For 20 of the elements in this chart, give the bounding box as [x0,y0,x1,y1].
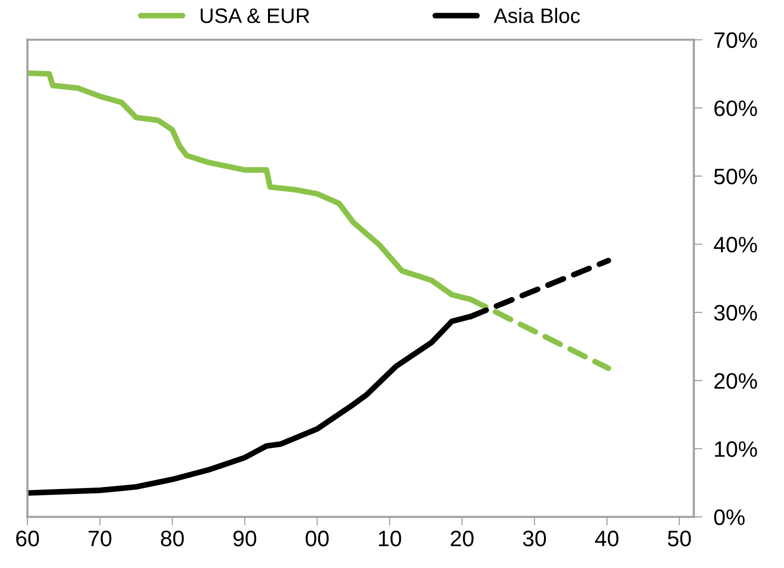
x-tick-label: 20 [450,530,474,546]
y-tick-label: 30% [714,304,757,321]
x-tick-label: 10 [378,530,402,546]
x-tick-label: 50 [668,530,691,546]
y-tick-label: 60% [714,100,757,116]
x-tick-label: 80 [160,530,184,546]
y-tick-label: 20% [714,373,757,389]
x-tick-label: 90 [233,530,256,546]
y-tick-label: 70% [714,32,757,48]
x-tick-label: 30 [522,530,546,546]
x-tick-label: 70 [88,530,112,546]
legend-label: USA & EUR [200,8,310,24]
y-tick-label: 40% [714,236,757,253]
x-tick-label: 40 [595,530,618,546]
y-tick-label: 10% [714,441,757,457]
y-tick-label: 0% [714,509,745,526]
y-tick-label: 50% [714,168,757,184]
legend-label: Asia Bloc [494,8,580,24]
x-tick-label: 00 [306,530,329,546]
x-tick-label: 60 [16,530,39,546]
